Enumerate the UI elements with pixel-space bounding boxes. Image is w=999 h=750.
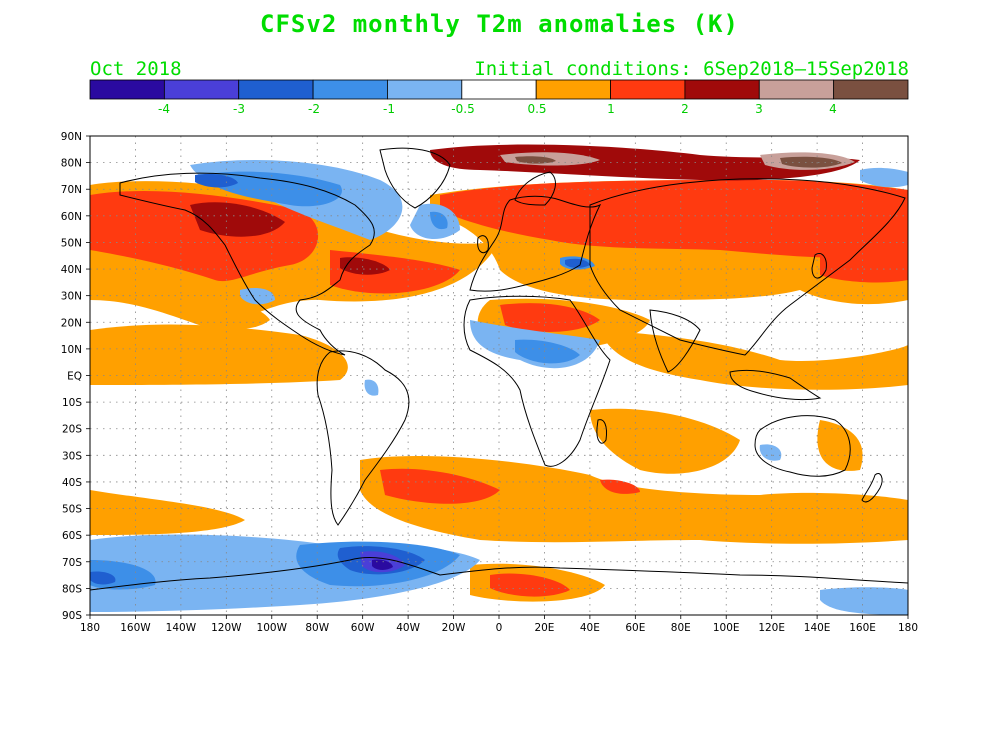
lat-label: 20S	[62, 424, 82, 436]
lat-label: 70S	[62, 557, 82, 569]
lon-label: 100W	[257, 622, 288, 634]
colorbar-label: -2	[308, 102, 320, 116]
colorbar-swatch	[833, 79, 909, 100]
lon-label: 180	[898, 622, 918, 634]
colorbar-label: 1	[607, 102, 615, 116]
lon-label: 80W	[305, 622, 329, 634]
colorbar-label: 4	[829, 102, 837, 116]
lon-label: 140W	[166, 622, 197, 634]
lon-label: 60E	[625, 622, 645, 634]
colorbar-swatch	[89, 79, 165, 100]
colorbar-swatch	[387, 79, 463, 100]
lat-label: 90S	[62, 610, 82, 622]
lon-label: 40W	[396, 622, 420, 634]
colorbar-swatch	[535, 79, 611, 100]
lat-label: 30N	[61, 291, 82, 303]
lat-label: 60S	[62, 530, 82, 542]
lon-label: 120E	[758, 622, 785, 634]
lon-label: 0	[496, 622, 503, 634]
lat-label: 10N	[61, 344, 82, 356]
lon-label: 20W	[442, 622, 466, 634]
lon-label: 80E	[671, 622, 691, 634]
lon-label: 180	[80, 622, 100, 634]
colorbar-swatch	[238, 79, 314, 100]
lon-label: 160E	[849, 622, 876, 634]
lat-label: 80N	[61, 158, 82, 170]
lat-label: 60N	[61, 211, 82, 223]
lat-label: 20N	[61, 317, 82, 329]
colorbar-swatch	[312, 79, 388, 100]
lon-label: 140E	[804, 622, 831, 634]
lon-label: 60W	[351, 622, 375, 634]
initial-conditions: Initial conditions: 6Sep2018–15Sep2018	[474, 58, 909, 80]
colorbar-label: -3	[233, 102, 245, 116]
colorbar-swatch	[684, 79, 760, 100]
colorbar-label: 3	[755, 102, 763, 116]
lat-label: EQ	[67, 371, 82, 383]
lat-label: 50N	[61, 237, 82, 249]
colorbar-label: -4	[158, 102, 170, 116]
lon-label: 20E	[534, 622, 554, 634]
lon-label: 120W	[211, 622, 242, 634]
coastlines	[90, 147, 908, 591]
lat-label: 70N	[61, 184, 82, 196]
colorbar-swatch	[461, 79, 537, 100]
lat-label: 40S	[62, 477, 82, 489]
lat-label: 50S	[62, 504, 82, 516]
forecast-month: Oct 2018	[90, 58, 182, 80]
lat-label: 10S	[62, 397, 82, 409]
lon-label: 160W	[120, 622, 151, 634]
lon-label: 100E	[713, 622, 740, 634]
colorbar	[89, 79, 909, 100]
colorbar-swatch	[610, 79, 686, 100]
map-title: CFSv2 monthly T2m anomalies (K)	[260, 10, 739, 38]
lon-label: 40E	[580, 622, 600, 634]
colorbar-swatch	[163, 79, 240, 100]
lat-label: 90N	[61, 131, 82, 143]
map-axes: 90N 80N 70N 60N 50N 40N 30N 20N 10N EQ 10S 20S 30S 40…	[61, 131, 918, 634]
colorbar-label: 2	[681, 102, 689, 116]
lat-label: 30S	[62, 450, 82, 462]
colorbar-label: -1	[383, 102, 395, 116]
lat-label: 40N	[61, 264, 82, 276]
anomaly-field	[90, 136, 908, 615]
colorbar-label: 0.5	[527, 102, 547, 116]
colorbar-label: -0.5	[451, 102, 475, 116]
colorbar-swatch	[758, 79, 835, 100]
lat-label: 80S	[62, 583, 82, 595]
